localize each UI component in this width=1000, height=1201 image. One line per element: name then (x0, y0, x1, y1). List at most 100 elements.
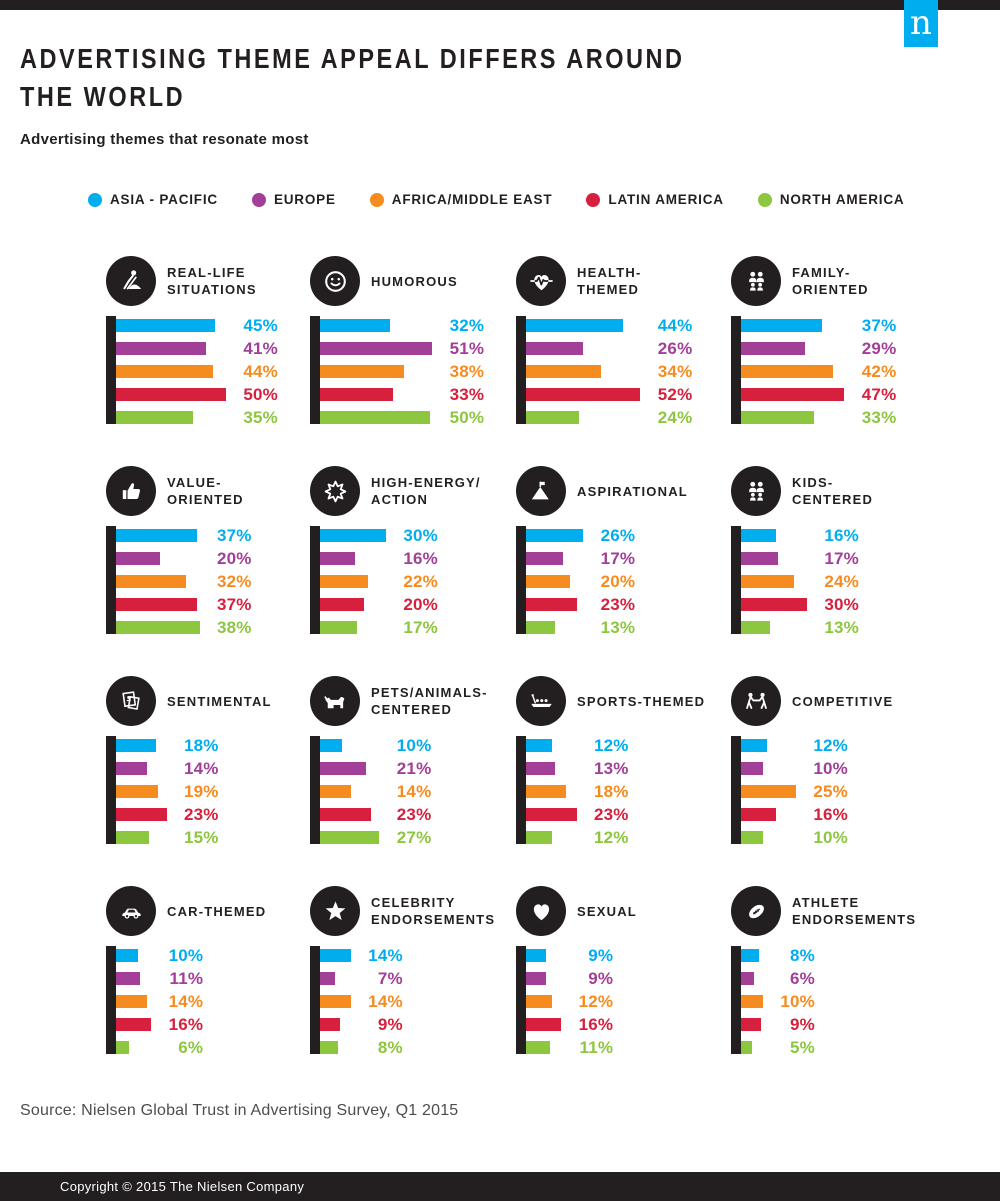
bar-value: 26% (657, 339, 693, 358)
bar-row: 13% (741, 618, 859, 637)
bar-row: 10% (741, 828, 848, 847)
bar (116, 972, 141, 985)
bar-value: 11% (579, 1038, 614, 1057)
bar-row: 17% (526, 549, 635, 568)
bar (320, 972, 336, 985)
bar-value: 33% (861, 408, 897, 427)
chart-axis (731, 526, 741, 634)
chart-header: SENTIMENTAL (106, 676, 310, 726)
bar (320, 529, 386, 542)
bar-chart: 32% 51% 38% 33% 50% (310, 316, 516, 427)
bar (320, 995, 351, 1008)
chart-title: REAL-LIFE SITUATIONS (167, 264, 257, 298)
chart-card: CELEBRITY ENDORSEMENTS 14% 7% 14% 9% 8% (310, 886, 516, 1057)
bar-value: 5% (790, 1038, 815, 1057)
bar-value: 32% (216, 572, 252, 591)
chart-axis (310, 736, 320, 844)
bar-value: 9% (588, 969, 614, 988)
bar-value: 17% (600, 549, 636, 568)
bar-value: 45% (243, 316, 278, 335)
bar-value: 20% (600, 572, 636, 591)
bar (116, 762, 147, 775)
legend: ASIA - PACIFIC EUROPE AFRICA/MIDDLE EAST LA… (88, 192, 904, 207)
bar-value: 10% (780, 992, 815, 1011)
kids-icon (731, 466, 781, 516)
bar-row: 37% (116, 595, 251, 614)
bar-value: 12% (813, 736, 848, 755)
bar-value: 16% (813, 805, 848, 824)
chart-axis (516, 526, 526, 634)
bar (741, 575, 794, 588)
chart-header: KIDS- CENTERED (731, 466, 940, 516)
bar (741, 972, 755, 985)
chart-title-line: ENDORSEMENTS (371, 912, 496, 927)
bar (526, 995, 553, 1008)
bar-row: 11% (526, 1038, 613, 1057)
bar-value: 20% (403, 595, 438, 614)
bar-value: 8% (377, 1038, 403, 1057)
chart-title-line: CELEBRITY (371, 895, 456, 910)
bar (741, 1018, 761, 1031)
chart-title: HEALTH- THEMED (577, 264, 641, 298)
chart-card: REAL-LIFE SITUATIONS 45% 41% 44% 50% 35% (106, 256, 310, 427)
bar-row: 9% (526, 969, 613, 988)
bar-value: 21% (396, 759, 432, 778)
bar (526, 972, 546, 985)
bar (741, 365, 834, 378)
car-icon (106, 886, 156, 936)
bar (741, 831, 763, 844)
legend-dot-icon (757, 192, 772, 207)
source-note: Source: Nielsen Global Trust in Advertis… (20, 1102, 459, 1119)
bar-value: 38% (449, 362, 485, 381)
bar-row: 10% (741, 992, 815, 1011)
bar-row: 24% (741, 572, 859, 591)
chart-axis (731, 736, 741, 844)
bar-value: 9% (377, 1015, 403, 1034)
chart-card: COMPETITIVE 12% 10% 25% 16% 10% (731, 676, 940, 847)
bar-row: 27% (320, 828, 431, 847)
bar-chart: 10% 11% 14% 16% 6% (106, 946, 310, 1057)
bar-row: 44% (526, 316, 692, 335)
bar-row: 12% (526, 736, 628, 755)
bar-row: 20% (116, 549, 251, 568)
bar-row: 8% (741, 946, 815, 965)
bar-value: 23% (600, 595, 636, 614)
bar-value: 17% (824, 549, 859, 568)
starburst-icon (310, 466, 360, 516)
bar (320, 949, 351, 962)
chart-title-line: SITUATIONS (167, 282, 257, 297)
chart-header: SEXUAL (516, 886, 731, 936)
chart-title-line: ASPIRATIONAL (577, 483, 688, 499)
bar-row: 23% (320, 805, 431, 824)
bar (741, 808, 777, 821)
bar-row: 8% (320, 1038, 403, 1057)
chart-header: HEALTH- THEMED (516, 256, 731, 306)
bar (741, 949, 759, 962)
bar-chart: 8% 6% 10% 9% 5% (731, 946, 940, 1057)
top-bar (0, 0, 1000, 10)
bar-row: 21% (320, 759, 431, 778)
bar-row: 10% (116, 946, 203, 965)
bar-row: 23% (526, 595, 635, 614)
bar-row: 45% (116, 316, 278, 335)
bar-row: 13% (526, 618, 635, 637)
bar-row: 10% (741, 759, 848, 778)
chart-title: CELEBRITY ENDORSEMENTS (371, 894, 495, 928)
bar (116, 411, 193, 424)
nielsen-logo: n (904, 0, 938, 47)
bar (320, 342, 433, 355)
chart-header: HIGH-ENERGY/ACTION (310, 466, 516, 516)
bar-row: 24% (526, 408, 692, 427)
bar-row: 22% (320, 572, 438, 591)
bar-row: 14% (116, 992, 203, 1011)
bar-row: 9% (526, 946, 613, 965)
bar (741, 342, 805, 355)
bar-row: 10% (320, 736, 431, 755)
tug-of-war-icon (731, 676, 781, 726)
bar-value: 50% (449, 408, 485, 427)
bar-value: 10% (813, 828, 848, 847)
bar-row: 5% (741, 1038, 815, 1057)
worker-digging-icon (106, 256, 156, 306)
bar (526, 319, 623, 332)
bar-row: 12% (526, 828, 628, 847)
